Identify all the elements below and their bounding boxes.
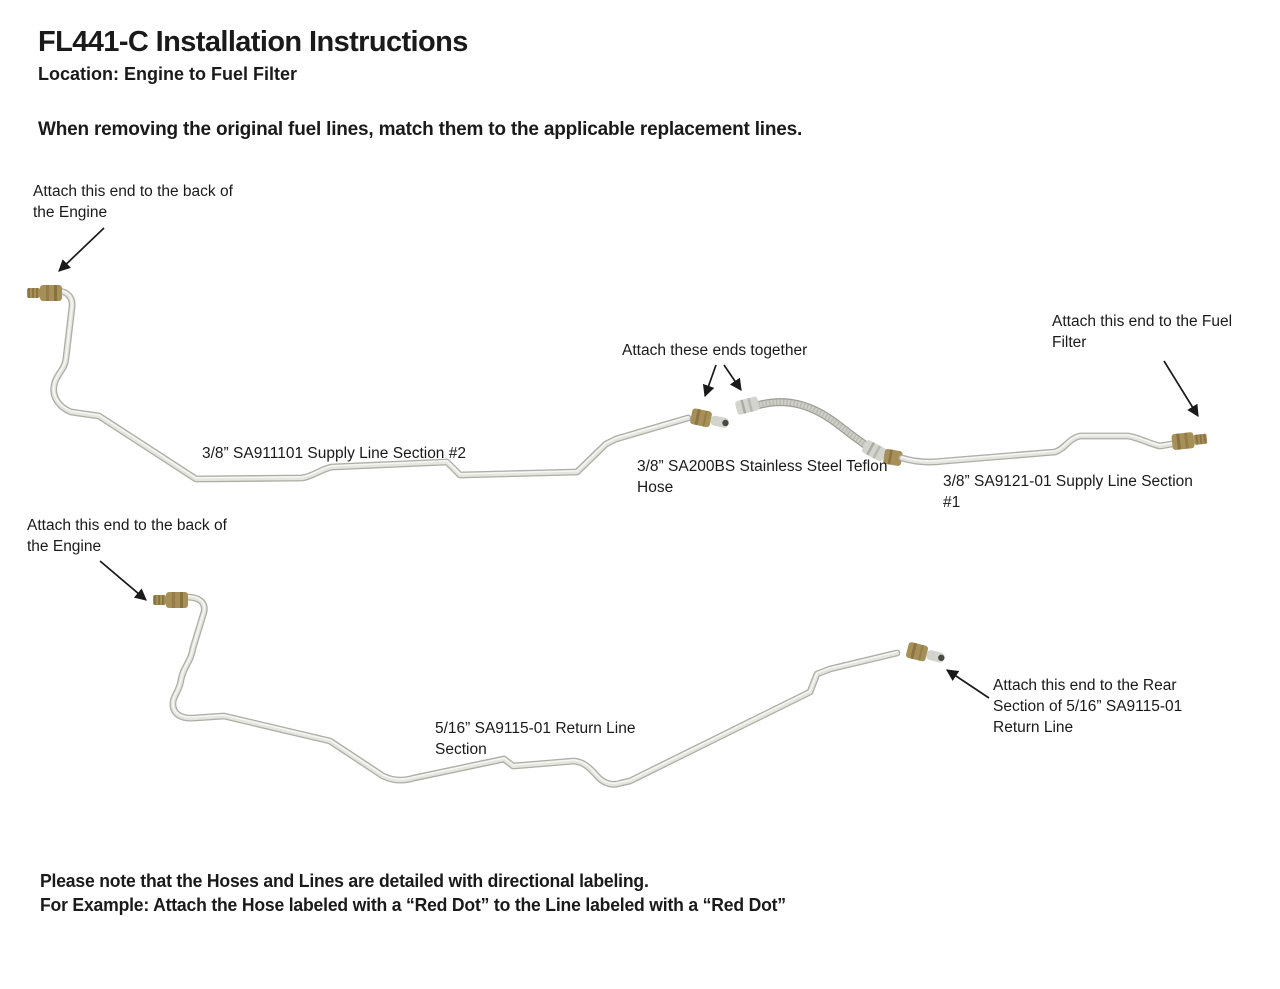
location-subtitle: Location: Engine to Fuel Filter [38,64,297,84]
note-line-2: For Example: Attach the Hose labeled wit… [40,893,786,915]
label-return-line: 5/16” SA9115-01 Return Line Section [435,720,640,758]
hose-right-nut-icon [883,449,903,466]
teflon-hose [734,396,903,466]
label-attach-engine-top: Attach this end to the back of the Engin… [33,183,238,221]
tube-open-end-icon [689,407,731,432]
hose-left-fitting-icon [734,396,761,416]
supply-line-1-tube [902,430,1208,462]
label-attach-rear-section: Attach this end to the Rear Section of 5… [993,677,1187,736]
arrow-ends-together-right-icon [723,364,742,391]
engine-fitting-icon [27,285,62,301]
arrow-engine-bottom-icon [99,560,147,601]
arrow-fuel-filter-icon [1163,360,1199,418]
fuel-filter-fitting-icon [1171,430,1208,451]
label-attach-ends-together: Attach these ends together [622,342,808,359]
arrow-ends-together-left-icon [702,364,717,398]
note-line-1: Please note that the Hoses and Lines are… [40,870,649,891]
label-supply-line-1: 3/8” SA9121-01 Supply Line Section #1 [943,473,1198,511]
label-attach-fuel-filter: Attach this end to the Fuel Filter [1052,313,1237,351]
return-engine-fitting-icon [153,592,188,608]
label-teflon-hose: 3/8” SA200BS Stainless Steel Teflon Hose [637,458,892,496]
arrow-rear-section-icon [946,669,990,699]
label-attach-engine-bottom: Attach this end to the back of the Engin… [27,517,232,555]
page-title: FL441-C Installation Instructions [38,26,468,58]
label-supply-line-2: 3/8” SA911101 Supply Line Section #2 [202,445,466,462]
directional-labeling-note: Please note that the Hoses and Lines are… [40,869,786,916]
arrow-engine-top-icon [58,227,105,272]
return-open-end-icon [905,641,947,667]
intro-note: When removing the original fuel lines, m… [38,119,803,140]
annotation-arrows [58,227,1199,699]
